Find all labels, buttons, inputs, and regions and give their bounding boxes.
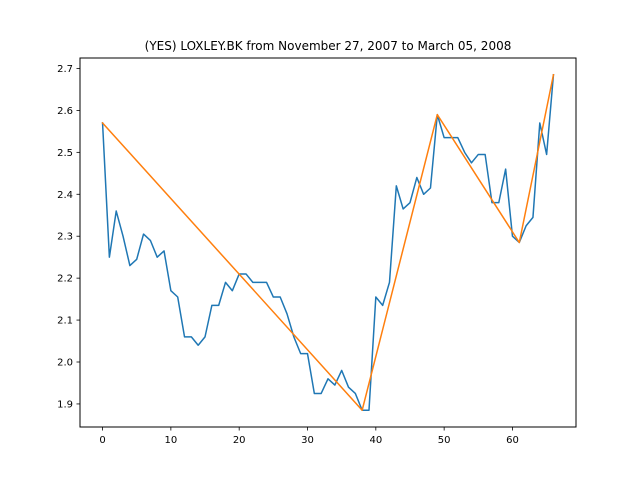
x-tick-label: 0 xyxy=(99,435,105,446)
y-tick-label: 2.6 xyxy=(57,106,73,117)
series-line-2 xyxy=(101,73,555,411)
y-tick-label: 1.9 xyxy=(57,399,73,410)
plot-frame xyxy=(79,57,577,428)
x-tick-label: 60 xyxy=(506,435,519,446)
y-tick-label: 2.7 xyxy=(57,64,73,75)
y-tick-label: 2.2 xyxy=(57,274,73,285)
x-tick-label: 40 xyxy=(369,435,382,446)
y-tick-label: 2.4 xyxy=(57,190,73,201)
y-tick-label: 2.0 xyxy=(57,358,73,369)
y-axis: 1.9 2.0 2.1 2.2 2.3 2.4 2.5 2.6 2.7 xyxy=(57,64,80,410)
chart-title: (YES) LOXLEY.BK from November 27, 2007 t… xyxy=(145,39,512,53)
series-line-1 xyxy=(101,73,555,411)
x-tick-label: 50 xyxy=(438,435,451,446)
x-tick-label: 30 xyxy=(301,435,314,446)
y-tick-label: 2.3 xyxy=(57,232,73,243)
y-tick-label: 2.1 xyxy=(57,316,73,327)
x-axis: 0 10 20 30 40 50 60 xyxy=(99,427,519,446)
series-layer xyxy=(101,73,555,411)
y-tick-label: 2.5 xyxy=(57,148,73,159)
x-tick-label: 10 xyxy=(164,435,177,446)
x-tick-label: 20 xyxy=(233,435,246,446)
